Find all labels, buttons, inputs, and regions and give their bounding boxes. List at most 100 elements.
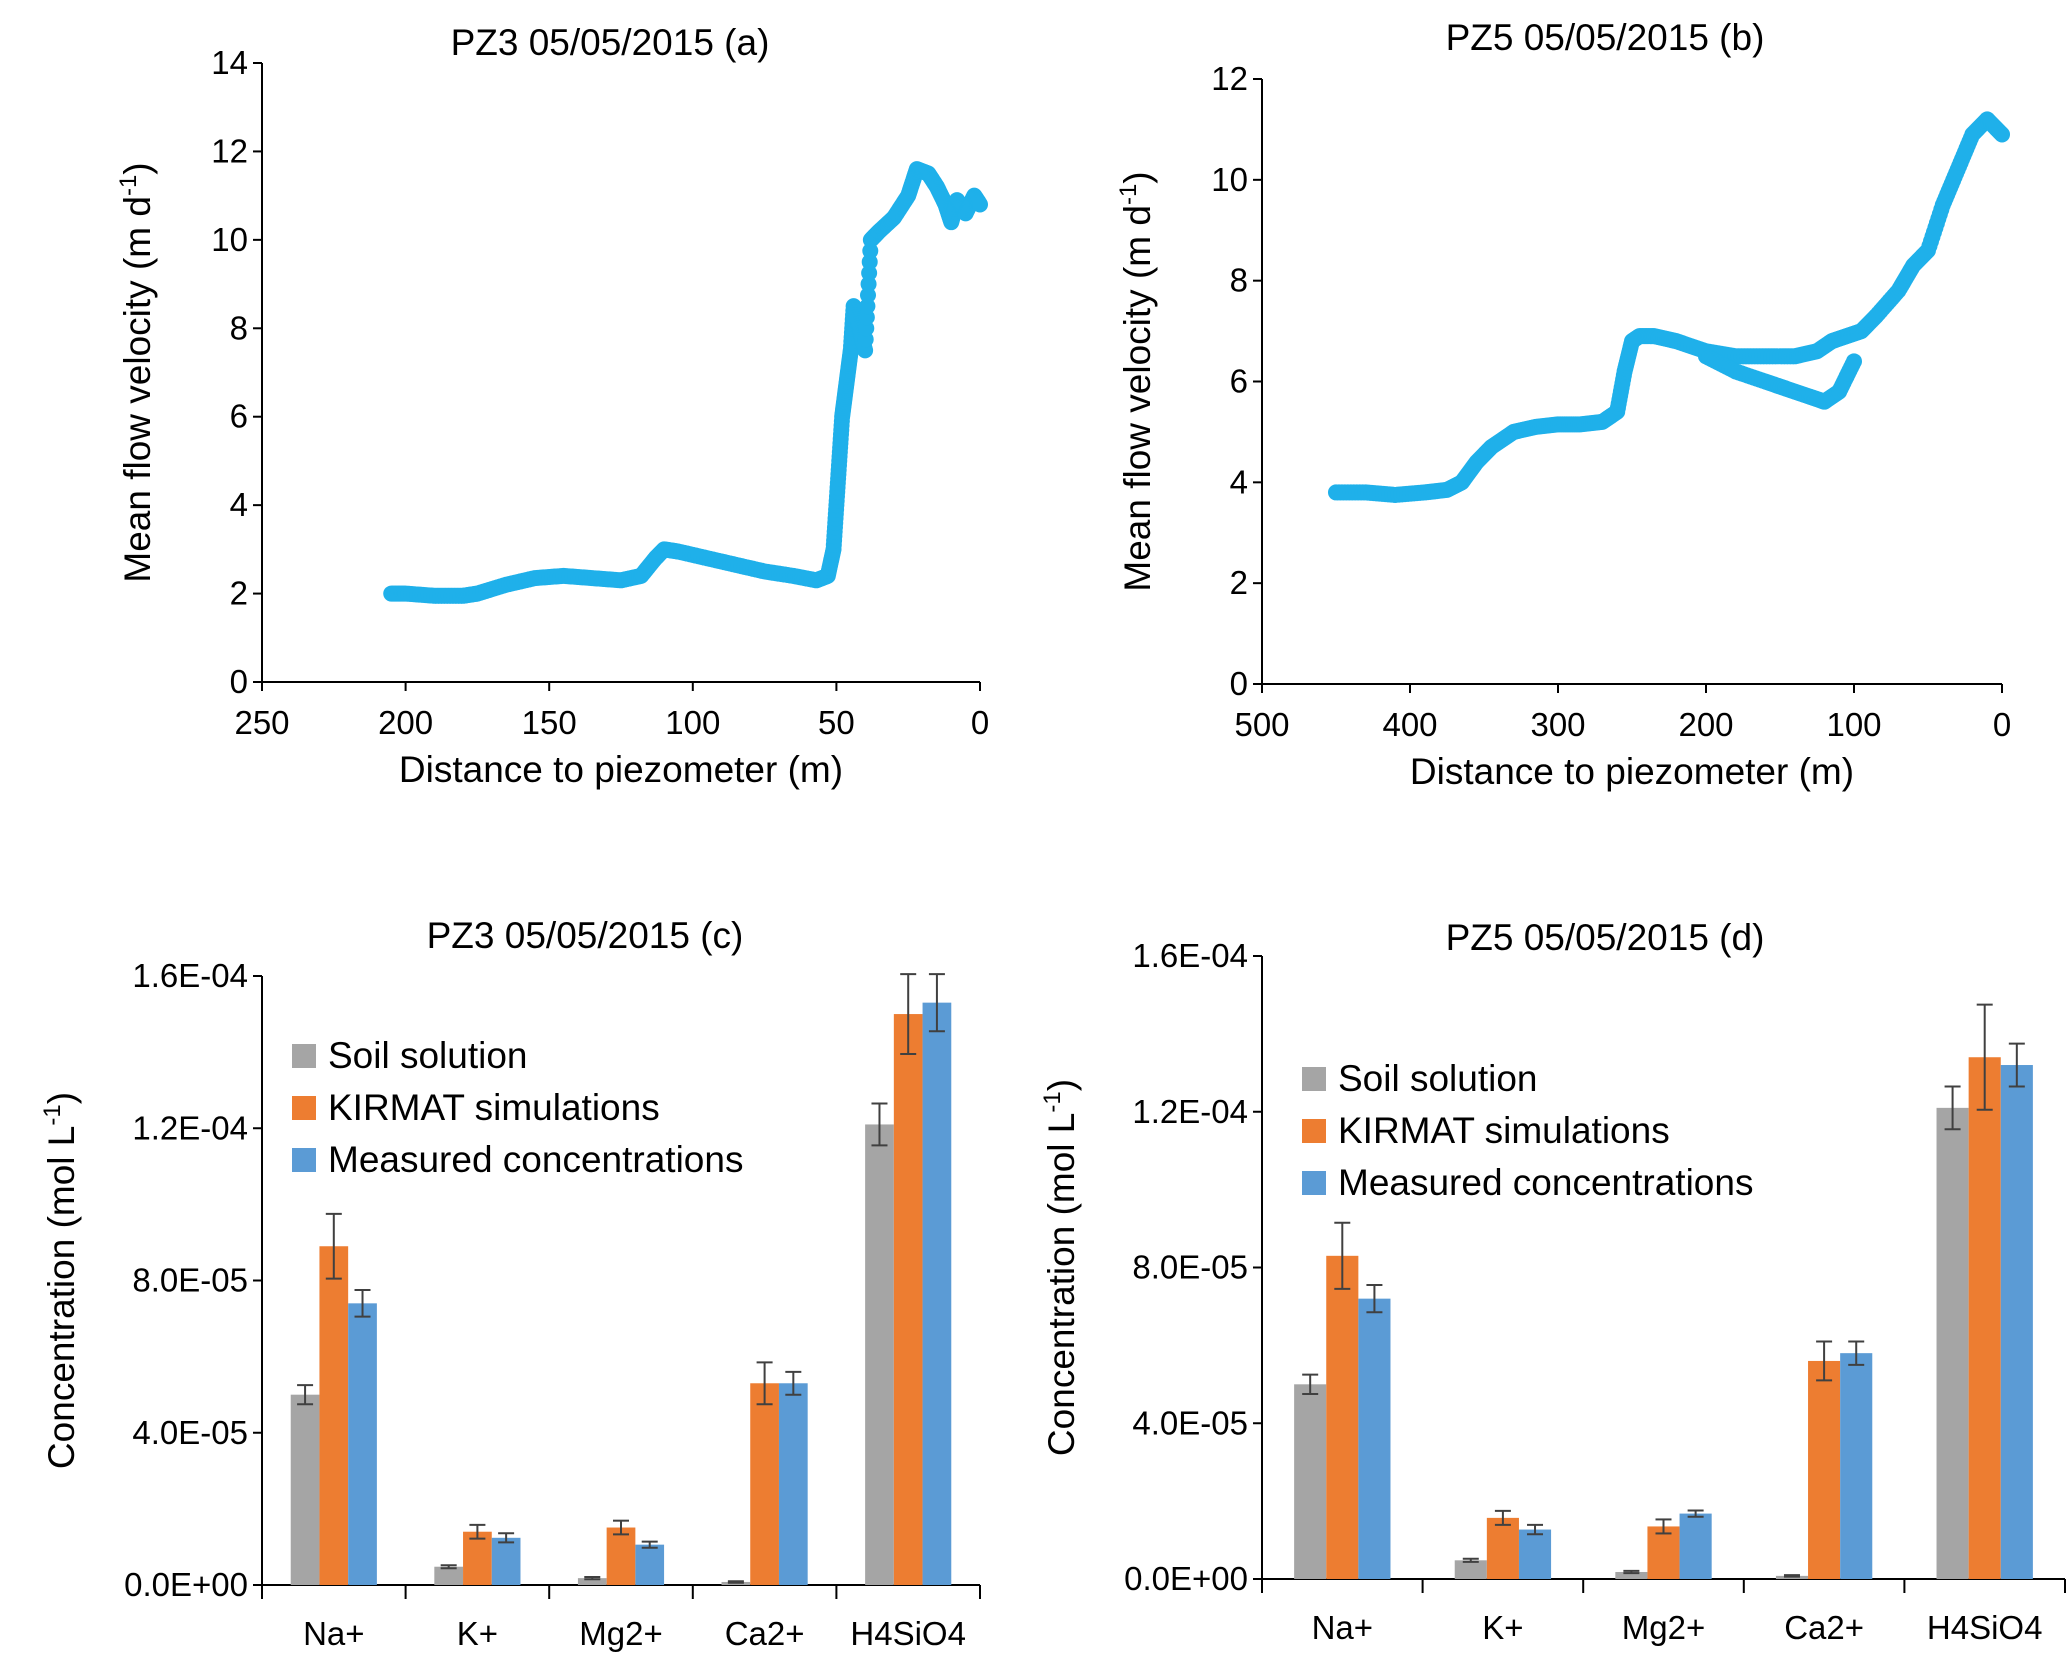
bar [1326,1255,1359,1579]
category-label: H4SiO4 [850,1615,966,1652]
y-axis-label: Concentration (mol L-1) [1039,1079,1082,1456]
legend-label: Measured concentrations [328,1139,743,1180]
y-axis-label-end: ) [1117,171,1158,183]
x-tick-label: 300 [1530,706,1585,743]
category-label: Mg2+ [1622,1609,1705,1646]
legend-swatch [1302,1067,1326,1091]
scatter-series [1698,348,1862,410]
chart-title: PZ3 05/05/2015 (c) [427,915,744,956]
y-tick-label: 6 [1230,363,1248,400]
bar [2000,1065,2033,1579]
bar [1454,1560,1487,1579]
legend-swatch [292,1044,316,1068]
y-tick-label: 1.6E-04 [132,957,248,994]
category-label: K+ [1482,1609,1523,1646]
bar [1358,1298,1391,1579]
category-label: Na+ [1312,1609,1373,1646]
bar [1936,1107,1969,1579]
bar [1486,1517,1519,1579]
y-axis-label: Concentration (mol L-1) [39,1092,82,1469]
y-axis-label-sup: -1 [115,175,142,196]
chart-panel-b: PZ5 05/05/2015 (b) 0 2 4 6 8 10 12 Mean flow vel… [1115,17,2011,792]
y-axis-label-main: Concentration (mol L [1041,1113,1082,1456]
category-label: Na+ [303,1615,364,1652]
y-axis-label-sup: -1 [39,1104,66,1125]
y-tick-label: 8.0E-05 [1132,1249,1248,1286]
chart-title: PZ5 05/05/2015 (d) [1446,917,1765,958]
data-point [1994,126,2010,143]
y-tick-label: 14 [211,44,248,81]
x-tick-label: 0 [1993,706,2011,743]
legend-label: Soil solution [328,1035,528,1076]
legend-label: KIRMAT simulations [328,1087,660,1128]
bar [434,1566,464,1585]
y-tick-label: 0 [1230,665,1248,702]
data-point [972,196,988,213]
scatter-series [383,161,988,604]
y-tick-label: 4.0E-05 [132,1414,248,1451]
bar [1294,1384,1327,1579]
y-tick-label: 10 [1211,161,1248,198]
bar [865,1124,894,1585]
x-tick-label: 50 [818,704,855,741]
x-tick-label: 0 [971,704,989,741]
bar [778,1383,808,1585]
y-axis-label: Mean flow velocity (m d-1) [1115,171,1158,591]
bar [319,1246,349,1585]
y-tick-label: 1.6E-04 [1132,937,1248,974]
y-axis-label-end: ) [41,1092,82,1104]
bar [893,1014,923,1585]
x-tick-label: 200 [1678,706,1733,743]
chart-title: PZ3 05/05/2015 (a) [451,22,770,63]
chart-panel-c: PZ3 05/05/2015 (c) 0.0E+00 4.0E-05 8.0E-05 1… [39,915,981,1652]
y-tick-label: 4 [230,486,248,523]
y-tick-label: 0.0E+00 [124,1566,248,1603]
y-axis-label-main: Mean flow velocity (m d [1117,205,1158,592]
bar [606,1527,636,1585]
x-tick-label: 400 [1382,706,1437,743]
y-tick-label: 6 [230,398,248,435]
y-tick-label: 1.2E-04 [132,1109,248,1146]
legend-label: KIRMAT simulations [1338,1110,1670,1151]
y-tick-label: 8.0E-05 [132,1262,248,1299]
bar [577,1578,607,1585]
bar [491,1537,521,1585]
chart-panel-a: PZ3 05/05/2015 (a) 0 2 4 6 8 10 12 14 Mean flow v… [115,22,989,790]
bar [463,1531,492,1585]
y-axis-label: Mean flow velocity (m d-1) [115,162,158,582]
x-tick-label: 500 [1234,706,1289,743]
x-tick-label: 100 [1826,706,1881,743]
y-tick-label: 8 [1230,262,1248,299]
x-tick-label: 150 [522,704,577,741]
x-tick-label: 250 [234,704,289,741]
y-axis-label-main: Mean flow velocity (m d [117,196,158,583]
scatter-series [1328,111,2010,503]
category-label: H4SiO4 [1927,1609,2043,1646]
x-tick-label: 200 [378,704,433,741]
y-tick-label: 2 [230,575,248,612]
bar [1518,1529,1552,1579]
category-label: K+ [457,1615,498,1652]
chart-panel-d: PZ5 05/05/2015 (d) 0.0E+00 4.0E-05 8.0E-05 1… [1039,917,2066,1646]
y-axis-label-end: ) [117,162,158,174]
y-axis-label-sup: -1 [1115,184,1142,205]
bar [922,1002,952,1585]
y-axis-label-sup: -1 [1039,1091,1066,1112]
y-axis-label-main: Concentration (mol L [41,1126,82,1469]
bar [1647,1526,1680,1579]
chart-title: PZ5 05/05/2015 (b) [1446,17,1765,58]
x-tick-label: 100 [665,704,720,741]
y-tick-label: 4.0E-05 [1132,1404,1248,1441]
category-label: Mg2+ [579,1615,662,1652]
legend-label: Soil solution [1338,1058,1538,1099]
bar [290,1394,320,1585]
bar [750,1383,779,1585]
legend-swatch [292,1096,316,1120]
x-axis-label: Distance to piezometer (m) [399,749,843,790]
bar [635,1544,665,1585]
y-tick-label: 1.2E-04 [1132,1093,1248,1130]
bar [1840,1353,1873,1579]
bar [1615,1571,1648,1579]
bar [1808,1360,1841,1579]
